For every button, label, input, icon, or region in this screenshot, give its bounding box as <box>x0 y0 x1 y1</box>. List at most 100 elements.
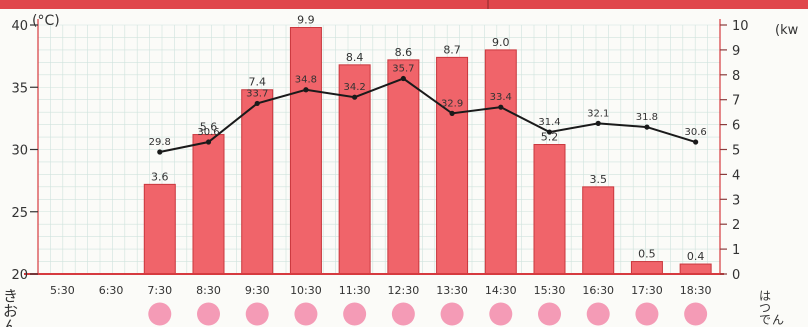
line-value-label: 34.8 <box>295 75 317 86</box>
bar-value-label: 9.0 <box>492 36 510 49</box>
y-left-tick-label: 35 <box>11 81 28 96</box>
bar-17:30 <box>630 261 663 275</box>
y-right-tick-label: 3 <box>732 193 740 208</box>
marker-dot <box>489 302 513 326</box>
y-right-tick-label: 0 <box>732 268 740 283</box>
bar-12:30 <box>387 59 420 275</box>
x-tick-label: 11:30 <box>339 284 371 297</box>
line-value-label: 31.8 <box>636 112 658 123</box>
marker-dot <box>538 302 561 326</box>
y-right-tick-label: 8 <box>732 69 740 84</box>
right-caption: は つ で ん <box>759 289 784 327</box>
y-right-tick-label: 7 <box>732 94 740 109</box>
line-series <box>157 75 699 155</box>
x-tick-label: 10:30 <box>290 284 322 297</box>
bar-18:30 <box>679 263 712 275</box>
line-point-16:30 <box>595 120 601 126</box>
bar-9:30 <box>241 89 274 275</box>
y-left-tick-label: 30 <box>11 144 28 159</box>
left-caption-char-1: き <box>3 287 18 305</box>
x-tick-label: 15:30 <box>534 284 566 297</box>
y-right-tick-label: 2 <box>732 218 740 233</box>
left-caption: き お ん <box>3 287 18 327</box>
bar-value-label: 9.9 <box>297 13 315 26</box>
bar-value-label: 8.7 <box>443 43 461 56</box>
bar-value-label: 8.4 <box>346 51 364 64</box>
x-tick-label: 14:30 <box>485 284 517 297</box>
right-caption-char-3: で <box>759 313 771 327</box>
marker-dot <box>294 302 318 326</box>
marker-dot <box>391 302 415 326</box>
x-tick-label: 12:30 <box>388 284 420 297</box>
line-point-10:30 <box>303 87 309 93</box>
bar-value-label: 0.4 <box>687 250 705 263</box>
top-border-strip <box>0 0 808 9</box>
y-right-tick-label: 5 <box>732 144 740 159</box>
marker-dot <box>148 302 172 326</box>
bar-13:30 <box>436 56 469 275</box>
x-tick-label: 7:30 <box>147 284 172 297</box>
bar-14:30 <box>484 49 517 275</box>
x-tick-label: 17:30 <box>631 284 663 297</box>
marker-dot <box>635 302 659 326</box>
y-right-tick-label: 1 <box>732 243 740 258</box>
bar-value-label: 7.4 <box>248 76 266 89</box>
right-caption-char-2: つ <box>759 301 771 315</box>
y-right-tick-label: 10 <box>732 19 749 34</box>
right-caption-char-1: は <box>759 289 771 303</box>
line-point-11:30 <box>352 94 358 100</box>
x-tick-label: 6:30 <box>99 284 124 297</box>
line-value-label: 33.4 <box>490 92 512 103</box>
x-tick-label: 18:30 <box>680 284 712 297</box>
bar-value-label: 5.6 <box>200 121 218 134</box>
left-caption-char-2: お <box>3 302 18 320</box>
grid <box>37 24 721 275</box>
line-value-label: 33.7 <box>246 88 268 99</box>
line-value-label: 29.8 <box>149 137 171 148</box>
line-value-label: 32.9 <box>441 98 463 109</box>
y-right-unit-label: (kw <box>775 23 799 38</box>
x-tick-label: 5:30 <box>50 284 75 297</box>
bar-16:30 <box>582 186 615 275</box>
line-point-13:30 <box>449 110 455 116</box>
line-point-17:30 <box>644 124 650 130</box>
line-value-label: 32.1 <box>587 108 609 119</box>
line-series-path <box>159 77 696 153</box>
y-right-tick-label: 4 <box>732 168 740 183</box>
marker-dot <box>343 302 367 326</box>
x-tick-label: 16:30 <box>582 284 614 297</box>
bar-value-label: 3.6 <box>151 170 169 183</box>
x-tick-label: 9:30 <box>245 284 270 297</box>
labels: 3.6 5.6 7.4 9.9 8.4 8.6 8.7 9.0 5.2 3.5 0.5 0.4 5:30… <box>50 13 711 297</box>
y-right-tick-label: 9 <box>732 44 740 59</box>
y-left-unit-label: (°C) <box>32 13 60 29</box>
bar-value-label: 8.6 <box>395 46 413 59</box>
marker-dot <box>197 302 220 326</box>
marker-dot <box>586 302 610 326</box>
x-tick-label: 13:30 <box>436 284 468 297</box>
y-left-tick-label: 25 <box>11 206 28 221</box>
left-caption-char-3: ん <box>3 317 18 327</box>
x-tick-label: 8:30 <box>196 284 221 297</box>
bar-value-label: 0.5 <box>638 248 656 261</box>
line-point-7:30 <box>157 149 163 155</box>
bar-15:30 <box>533 144 566 275</box>
bar-value-label: 5.2 <box>541 131 559 144</box>
right-caption-char-4: ん <box>772 313 784 327</box>
line-value-label: 34.2 <box>344 82 366 93</box>
marker-dot <box>245 302 269 326</box>
line-value-label: 30.6 <box>685 127 707 138</box>
line-value-label: 35.7 <box>392 64 414 75</box>
bar-8:30 <box>192 134 225 275</box>
line-point-14:30 <box>498 104 504 110</box>
line-point-18:30 <box>693 139 699 145</box>
line-value-label: 30.6 <box>197 127 219 138</box>
line-value-label: 31.4 <box>538 117 560 128</box>
y-left-tick-label: 20 <box>11 268 28 283</box>
line-point-8:30 <box>205 139 212 145</box>
line-point-15:30 <box>546 129 553 135</box>
line-point-9:30 <box>254 100 260 107</box>
bars <box>143 26 712 275</box>
y-right-tick-label: 6 <box>732 119 740 134</box>
